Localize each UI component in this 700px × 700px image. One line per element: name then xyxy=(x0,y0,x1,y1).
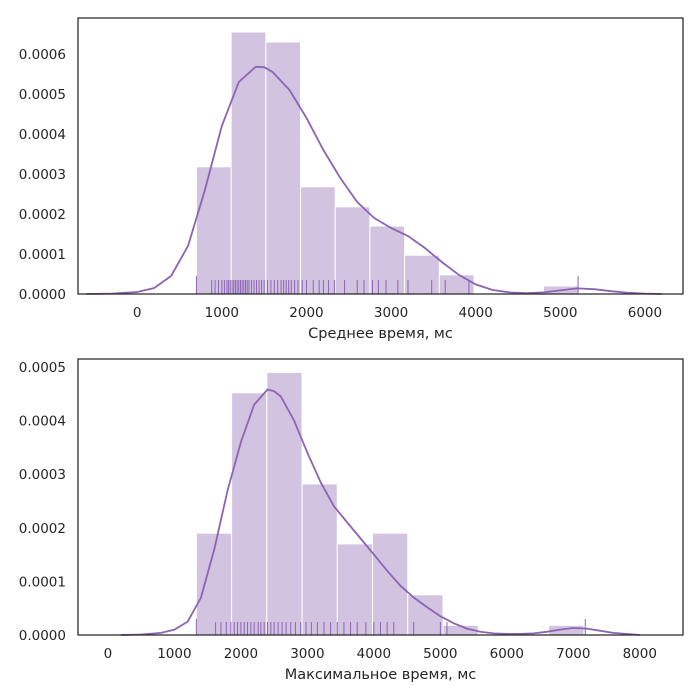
x-tick-label-1: 1000 xyxy=(205,305,239,321)
histogram-bar-6 xyxy=(404,254,440,295)
y-tick-label-0: 0.0000 xyxy=(19,628,66,644)
x-tick-label-5: 5000 xyxy=(543,305,577,321)
plot-frame xyxy=(77,358,684,636)
histogram-bar-5 xyxy=(369,225,406,295)
kde-line xyxy=(86,65,662,295)
x-tick-label-3: 3000 xyxy=(374,305,408,321)
histogram-bar-1 xyxy=(231,392,268,636)
histogram-bar-2 xyxy=(265,41,302,295)
x-axis-label: Максимальное время, мс xyxy=(285,667,477,683)
histogram-bar-4 xyxy=(336,543,374,636)
x-tick-label-4: 4000 xyxy=(357,646,391,662)
y-tick-label-4: 0.0004 xyxy=(19,127,66,143)
histogram-bar-2 xyxy=(266,371,303,636)
histogram-bar-3 xyxy=(301,483,338,636)
y-tick-label-2: 0.0002 xyxy=(19,207,66,223)
x-tick-label-2: 2000 xyxy=(289,305,323,321)
x-tick-label-5: 5000 xyxy=(423,646,457,662)
histogram-bar-5 xyxy=(372,532,409,636)
kde-line xyxy=(121,388,640,636)
x-tick-label-6: 6000 xyxy=(628,305,662,321)
x-tick-label-0: 0 xyxy=(133,305,142,321)
histogram-bar-0 xyxy=(195,166,232,295)
plot-frame xyxy=(77,17,684,295)
y-tick-label-5: 0.0005 xyxy=(19,87,66,103)
y-tick-label-6: 0.0006 xyxy=(19,47,66,63)
y-tick-label-3: 0.0003 xyxy=(19,167,66,183)
y-tick-label-0: 0.0000 xyxy=(19,287,66,303)
x-tick-label-1: 1000 xyxy=(157,646,191,662)
y-tick-label-2: 0.0002 xyxy=(19,521,66,537)
x-tick-label-4: 4000 xyxy=(459,305,493,321)
histogram-bar-3 xyxy=(300,186,336,295)
y-tick-label-3: 0.0003 xyxy=(19,467,66,483)
y-tick-label-5: 0.0005 xyxy=(19,360,66,376)
x-axis-label: Среднее время, мс xyxy=(308,326,453,342)
x-tick-label-2: 2000 xyxy=(224,646,258,662)
histogram-bar-1 xyxy=(230,31,267,295)
y-tick-label-1: 0.0001 xyxy=(19,247,66,263)
panel-average-time: 0 1000 2000 3000 4000 5000 6000 0.0000 0.0001 0.0… xyxy=(19,17,684,342)
x-tick-label-8: 8000 xyxy=(623,646,657,662)
x-tick-label-3: 3000 xyxy=(290,646,324,662)
x-tick-label-0: 0 xyxy=(104,646,113,662)
x-tick-label-7: 7000 xyxy=(556,646,590,662)
x-tick-label-6: 6000 xyxy=(490,646,524,662)
histogram-bar-4 xyxy=(334,206,371,295)
y-tick-label-1: 0.0001 xyxy=(19,574,66,590)
panel-max-time: 0 1000 2000 3000 4000 5000 6000 7000 8000 0.0000 0… xyxy=(19,358,684,683)
y-tick-label-4: 0.0004 xyxy=(19,414,66,430)
